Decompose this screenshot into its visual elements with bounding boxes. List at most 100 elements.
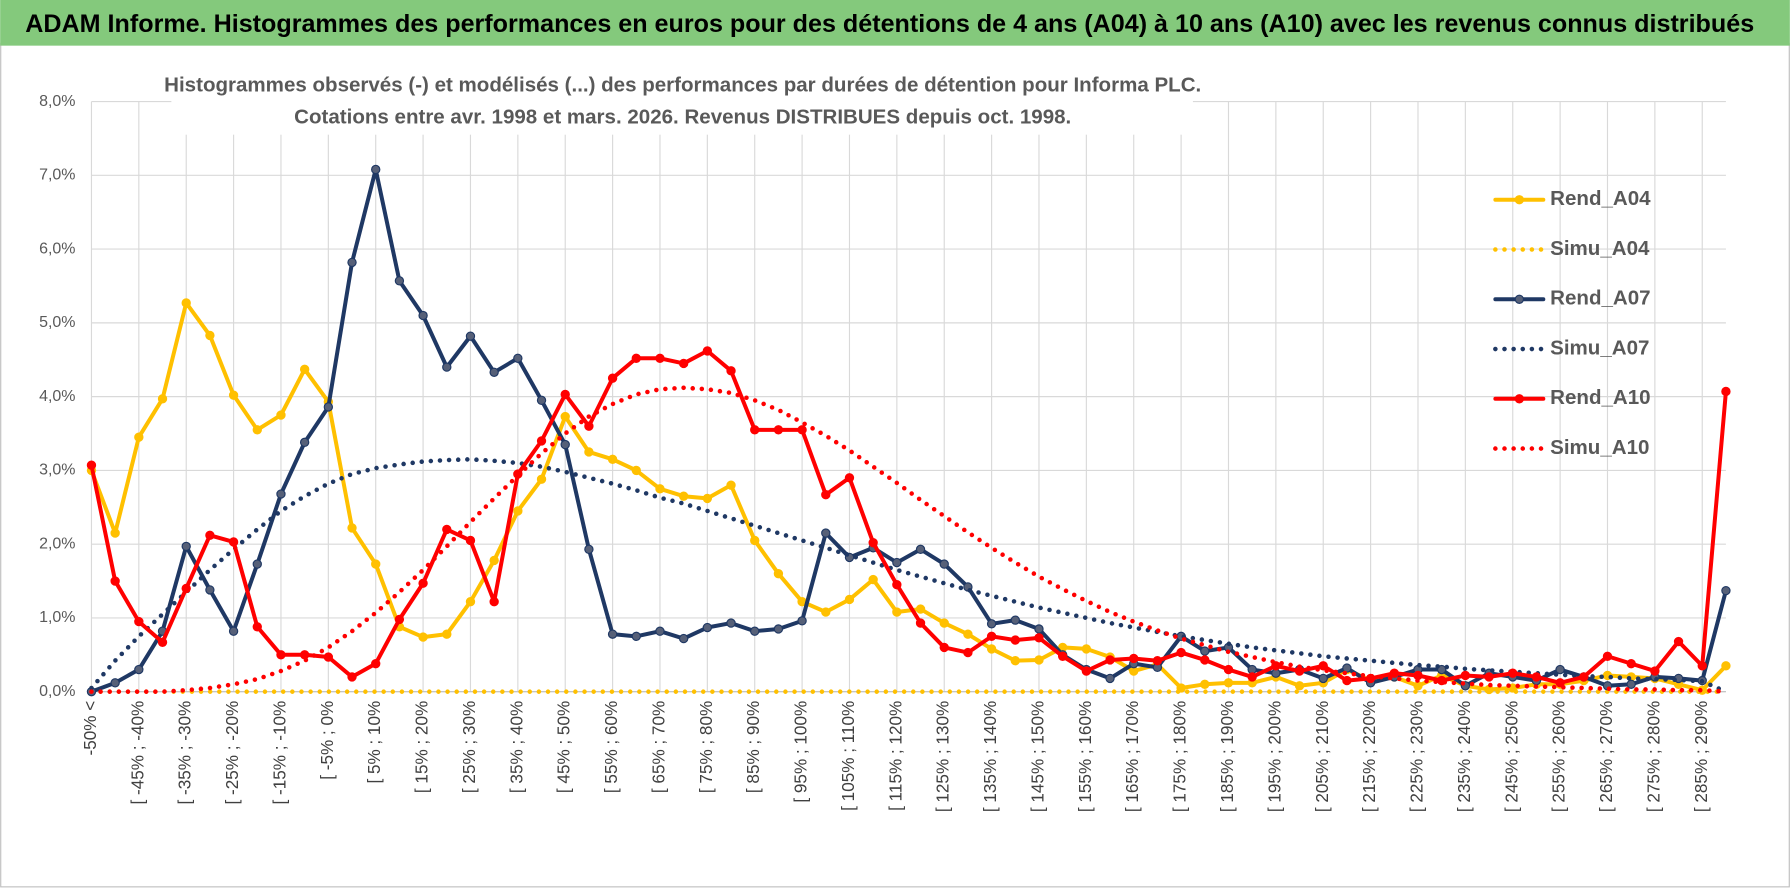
data-point — [442, 629, 452, 639]
x-tick-label: [ 195% ; 200% — [1265, 701, 1284, 812]
legend-label: Rend_A04 — [1550, 187, 1651, 210]
data-point — [1271, 661, 1281, 671]
data-point — [702, 346, 713, 356]
x-tick-label: [ 245% ; 250% — [1502, 701, 1521, 812]
legend-label: Rend_A10 — [1550, 386, 1650, 409]
data-point — [347, 523, 357, 533]
data-point — [963, 629, 973, 639]
data-point — [1294, 681, 1305, 691]
data-point — [1081, 644, 1092, 654]
data-point — [655, 484, 665, 494]
data-point — [1010, 656, 1020, 666]
data-point — [1413, 670, 1423, 681]
data-point — [1223, 664, 1234, 675]
data-point — [134, 664, 144, 675]
x-tick-label: [ 25% ; 30% — [460, 701, 479, 793]
x-tick-label: [ 285% ; 290% — [1692, 701, 1711, 812]
data-point — [205, 585, 215, 595]
x-tick-label: [ 65% ; 70% — [649, 701, 668, 793]
data-point — [1081, 666, 1092, 676]
x-tick-label: [ 155% ; 160% — [1076, 701, 1095, 812]
x-tick-label: [ 55% ; 60% — [602, 701, 621, 793]
data-point — [276, 489, 286, 499]
data-point — [1673, 636, 1684, 647]
legend-label: Simu_A10 — [1550, 436, 1649, 459]
legend-label: Rend_A07 — [1550, 287, 1650, 310]
data-point — [560, 439, 570, 450]
data-point — [844, 594, 855, 605]
x-tick-label: [ 105% ; 110% — [839, 701, 858, 811]
data-point — [1200, 655, 1210, 665]
data-point — [536, 474, 547, 484]
legend-marker — [1514, 294, 1525, 304]
grid: 0,0% 1,0% 2,0% 3,0% 4,0% 5,0% 6,0% 7,0% 8,0% -50%… — [39, 93, 1726, 812]
title-background — [171, 66, 1193, 135]
data-point — [489, 597, 499, 607]
x-tick-label: [ 185% ; 190% — [1218, 701, 1237, 812]
data-point — [536, 395, 547, 406]
data-point — [584, 421, 594, 431]
data-point — [86, 460, 97, 470]
x-tick-label: [ 35% ; 40% — [507, 701, 526, 793]
x-tick-label: [ 235% ; 240% — [1455, 701, 1474, 812]
x-tick-label: [ 95% ; 100% — [792, 701, 811, 803]
data-point — [536, 436, 547, 446]
y-tick-label: 4,0% — [39, 388, 75, 405]
data-point — [939, 559, 949, 569]
data-point — [939, 618, 949, 628]
data-point — [915, 544, 926, 554]
x-tick-label: [ 115% ; 120% — [886, 701, 905, 811]
data-point — [347, 672, 357, 682]
data-point — [181, 541, 191, 552]
y-tick-label: 6,0% — [39, 240, 75, 257]
data-point — [228, 537, 239, 547]
x-tick-label: [ 125% ; 130% — [934, 701, 953, 812]
data-point — [607, 629, 618, 639]
data-point — [1531, 672, 1542, 682]
data-point — [418, 632, 428, 642]
data-point — [371, 559, 381, 569]
x-tick-label: [ 45% ; 50% — [555, 701, 574, 793]
data-point — [702, 493, 713, 504]
data-point — [844, 473, 855, 483]
chart-subtitle: Cotations entre avr. 1998 et mars. 2026.… — [294, 105, 1071, 128]
x-tick-label: [ -25% ; -20% — [223, 701, 242, 805]
data-point — [1555, 664, 1565, 675]
data-point — [1579, 672, 1589, 682]
x-tick-label: [ 165% ; 170% — [1123, 701, 1142, 812]
data-point — [821, 490, 831, 500]
data-point — [1034, 655, 1044, 665]
data-point — [228, 390, 239, 400]
data-point — [371, 658, 381, 669]
legend-marker — [1514, 195, 1525, 205]
data-point — [560, 389, 570, 400]
data-point — [110, 678, 120, 688]
data-point — [678, 491, 689, 501]
data-point — [986, 631, 997, 642]
data-point — [702, 622, 713, 633]
y-tick-label: 8,0% — [39, 93, 75, 110]
data-point — [631, 631, 641, 642]
data-point — [726, 366, 736, 376]
header-title: ADAM Informe. Histogrammes des performan… — [25, 10, 1754, 38]
data-point — [110, 528, 120, 538]
data-point — [513, 353, 523, 363]
data-point — [1721, 585, 1731, 596]
data-point — [1034, 633, 1044, 643]
data-point — [347, 257, 357, 268]
x-tick-label: [ 85% ; 90% — [744, 701, 763, 793]
data-point — [181, 583, 191, 594]
data-point — [1057, 651, 1068, 661]
data-point — [110, 576, 120, 586]
data-point — [465, 535, 476, 546]
data-point — [963, 647, 973, 658]
x-tick-label: [ 5% ; 10% — [365, 701, 384, 784]
data-point — [915, 604, 926, 614]
data-point — [607, 373, 618, 383]
data-point — [134, 616, 144, 627]
data-point — [939, 642, 949, 653]
data-point — [228, 626, 239, 636]
data-point — [418, 578, 428, 588]
data-point — [892, 557, 902, 568]
